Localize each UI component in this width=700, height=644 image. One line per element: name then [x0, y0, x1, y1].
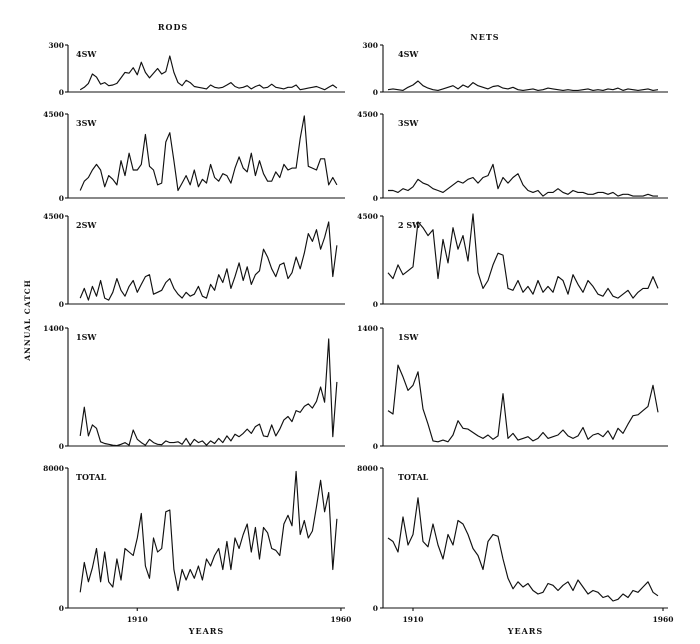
- series-line-rods-3sw: [79, 115, 338, 192]
- x-axis-title: YEARS: [507, 626, 543, 636]
- x-axis-title: YEARS: [188, 626, 224, 636]
- panel-label: TOTAL: [398, 472, 429, 482]
- y-tick-label: 300: [48, 41, 64, 50]
- panel-label: 2SW: [76, 220, 97, 230]
- panel-rods-total: 0 8000 1910 1960 YEARS TOTAL: [43, 464, 351, 636]
- series-line-rods-total: [79, 470, 338, 593]
- y-tick-label: 0: [59, 442, 64, 451]
- y-tick-label: 4500: [357, 212, 378, 221]
- y-tick-label: 4500: [43, 110, 64, 119]
- y-tick-label: 0: [373, 604, 378, 613]
- axes-nets-2sw: [382, 216, 668, 305]
- rods-column-title: RODS: [158, 22, 188, 32]
- y-tick-label: 0: [59, 88, 64, 97]
- panel-label: 1SW: [76, 332, 97, 342]
- panel-label: 3SW: [76, 118, 97, 128]
- y-tick-label: 0: [59, 194, 64, 203]
- nets-column-title: NETS: [470, 32, 499, 42]
- panel-label: 4SW: [76, 49, 97, 59]
- x-tick-label: 1960: [653, 615, 674, 624]
- axes-rods-2sw: [67, 216, 345, 305]
- y-tick-label: 8000: [357, 464, 378, 473]
- y-tick-label: 0: [373, 88, 378, 97]
- panel-nets-1sw: 0 1400 1SW: [357, 324, 668, 451]
- series-line-nets-3sw: [388, 163, 658, 197]
- panel-rods-3sw: 0 4500 3SW: [43, 110, 345, 203]
- axes-rods-3sw: [67, 114, 345, 199]
- panel-nets-2sw: 0 4500 2 SW: [357, 212, 668, 309]
- x-tick-label: 1910: [403, 615, 424, 624]
- x-tick-label: 1960: [330, 615, 351, 624]
- y-tick-label: 0: [373, 300, 378, 309]
- panel-label: 1SW: [398, 332, 419, 342]
- y-tick-label: 0: [373, 442, 378, 451]
- axes-nets-total: [382, 468, 668, 609]
- y-tick-label: 4500: [43, 212, 64, 221]
- y-tick-label: 4500: [357, 110, 378, 119]
- panel-label: TOTAL: [76, 472, 107, 482]
- panel-rods-4sw: 0 300 4SW: [48, 41, 345, 97]
- series-line-nets-total: [387, 497, 659, 602]
- y-tick-label: 1400: [43, 324, 64, 333]
- y-tick-label: 0: [373, 194, 378, 203]
- y-tick-label: 0: [59, 604, 64, 613]
- panel-label: 4SW: [398, 49, 419, 59]
- series-line-rods-4sw: [79, 55, 338, 91]
- series-line-rods-1sw: [79, 338, 338, 447]
- axes-rods-total: [67, 468, 345, 609]
- axes-nets-3sw: [382, 114, 668, 199]
- panel-nets-3sw: 0 4500 3SW: [357, 110, 668, 203]
- axes-nets-4sw: [382, 45, 668, 93]
- panel-rods-2sw: 0 4500 2SW: [43, 212, 345, 309]
- y-tick-label: 300: [362, 41, 378, 50]
- y-tick-label: 0: [59, 300, 64, 309]
- y-axis-label: ANNUAL CATCH: [23, 279, 32, 362]
- y-tick-label: 8000: [43, 464, 64, 473]
- panels: 0 300 4SW 0 4500 3SW 0 4500 2SW 0 1400 1SW 0 8000 1910…: [43, 41, 673, 636]
- x-tick-label: 1910: [127, 615, 148, 624]
- series-line-nets-4sw: [387, 80, 659, 91]
- panel-label: 3SW: [398, 118, 419, 128]
- panel-nets-4sw: 0 300 4SW: [362, 41, 668, 97]
- axes-rods-4sw: [67, 45, 345, 93]
- series-line-rods-2sw: [79, 221, 338, 301]
- series-line-nets-2sw: [387, 213, 659, 299]
- panel-nets-total: 0 8000 1910 1960 YEARS TOTAL: [357, 464, 673, 636]
- axes-rods-1sw: [67, 328, 345, 447]
- series-line-nets-1sw: [387, 364, 659, 443]
- y-tick-label: 1400: [357, 324, 378, 333]
- panel-rods-1sw: 0 1400 1SW: [43, 324, 345, 451]
- panel-label: 2 SW: [398, 220, 422, 230]
